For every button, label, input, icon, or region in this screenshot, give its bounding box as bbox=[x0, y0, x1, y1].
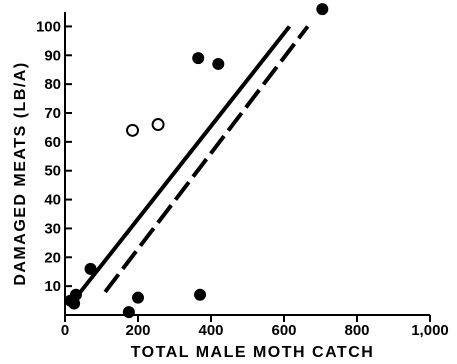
filled-data-point bbox=[132, 291, 144, 304]
x-axis-title: TOTAL MALE MOTH CATCH bbox=[131, 344, 375, 361]
y-tick-label: 30 bbox=[44, 220, 61, 237]
data-points bbox=[64, 3, 329, 319]
x-tick-label: 0 bbox=[61, 322, 69, 339]
x-tick-label: 600 bbox=[271, 322, 296, 339]
y-tick-label: 40 bbox=[44, 192, 61, 209]
filled-data-point bbox=[212, 57, 225, 70]
y-axis-title: DAMAGED MEATS (LB/A) bbox=[12, 61, 29, 285]
y-tick-label: 100 bbox=[36, 18, 61, 35]
open-data-point bbox=[126, 123, 140, 137]
y-tick-label: 80 bbox=[44, 76, 61, 93]
filled-data-point bbox=[122, 306, 135, 319]
y-tick-label: 20 bbox=[44, 249, 61, 266]
x-tick-label: 1,000 bbox=[411, 322, 449, 339]
y-tick-label: 70 bbox=[44, 105, 61, 122]
filled-data-point bbox=[192, 52, 205, 65]
solid-regression-line bbox=[74, 25, 292, 299]
y-tick-label: 60 bbox=[44, 134, 61, 151]
filled-data-point bbox=[316, 3, 329, 16]
open-data-point bbox=[151, 118, 165, 132]
filled-data-point bbox=[69, 288, 82, 301]
axes: 10 20 30 40 50 60 70 80 90 100 0 200 400 600 800 1,000 bbox=[36, 12, 449, 339]
y-tick-label: 50 bbox=[44, 163, 61, 180]
filled-data-point bbox=[84, 262, 97, 275]
dashed-regression-line bbox=[103, 25, 310, 294]
filled-data-point bbox=[194, 288, 207, 301]
regression-lines bbox=[74, 25, 310, 299]
x-tick-label: 800 bbox=[344, 322, 369, 339]
y-tick-label: 90 bbox=[44, 47, 61, 64]
y-tick-label: 10 bbox=[44, 278, 61, 295]
x-tick-label: 400 bbox=[198, 322, 223, 339]
x-tick-label: 200 bbox=[125, 322, 150, 339]
